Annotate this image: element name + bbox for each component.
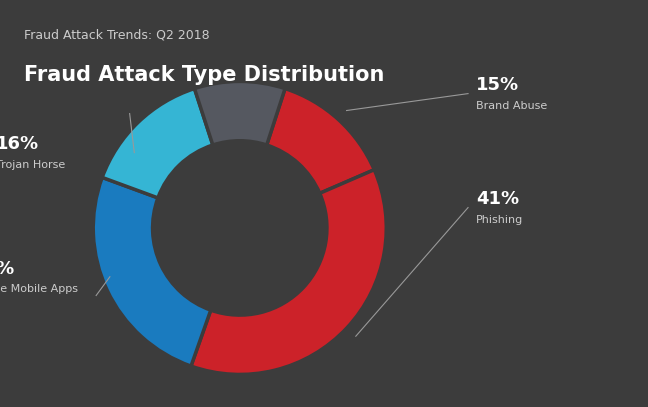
Text: Brand Abuse: Brand Abuse <box>476 101 548 111</box>
Text: Phishing: Phishing <box>476 215 524 225</box>
Text: 16%: 16% <box>0 136 39 153</box>
Text: 15%: 15% <box>476 77 519 94</box>
Text: 41%: 41% <box>476 190 519 208</box>
Wedge shape <box>267 89 375 193</box>
Text: Rogue Mobile Apps: Rogue Mobile Apps <box>0 284 78 294</box>
Text: Trojan Horse: Trojan Horse <box>0 160 65 170</box>
Text: 28%: 28% <box>0 260 15 278</box>
Wedge shape <box>194 81 285 145</box>
Wedge shape <box>191 170 386 374</box>
Wedge shape <box>102 89 213 198</box>
Circle shape <box>152 141 327 315</box>
Text: Fraud Attack Type Distribution: Fraud Attack Type Distribution <box>25 65 385 85</box>
Wedge shape <box>93 177 211 366</box>
Text: Fraud Attack Trends: Q2 2018: Fraud Attack Trends: Q2 2018 <box>25 28 210 42</box>
